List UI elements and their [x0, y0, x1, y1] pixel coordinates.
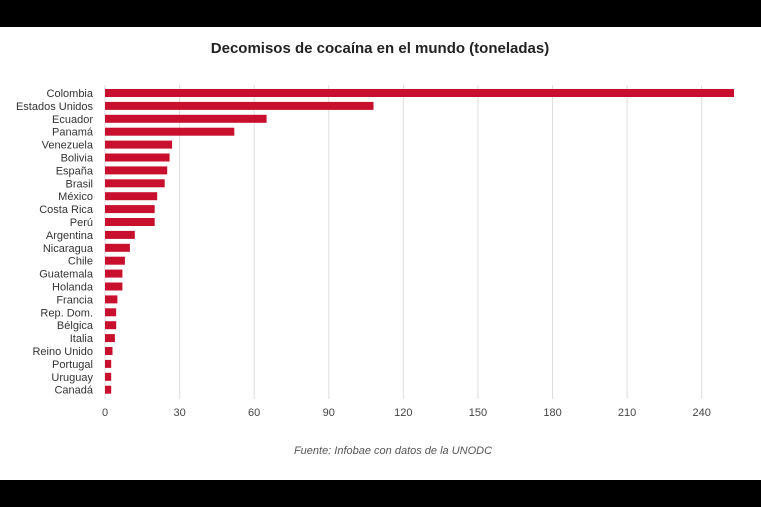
category-label: Perú [70, 217, 93, 229]
category-label: Canadá [54, 385, 93, 397]
chart-frame: Decomisos de cocaína en el mundo (tonela… [0, 27, 761, 480]
x-tick-label: 120 [394, 407, 412, 419]
category-label: Panamá [52, 127, 94, 139]
bar [105, 166, 168, 175]
x-tick-label: 90 [323, 407, 335, 419]
category-label: Chile [68, 256, 93, 268]
bar [105, 372, 112, 381]
category-label: Bolivia [61, 153, 94, 165]
bar-chart: Decomisos de cocaína en el mundo (tonela… [16, 40, 734, 457]
category-label: Nicaragua [43, 243, 94, 255]
category-label: Venezuela [42, 140, 94, 152]
x-tick-label: 180 [543, 407, 561, 419]
bar [105, 205, 155, 214]
category-label: Holanda [52, 282, 94, 294]
category-label: España [56, 165, 94, 177]
bar [105, 89, 734, 97]
category-label: Ecuador [52, 114, 93, 126]
x-axis-ticks: 0 30 60 90 120 150 180 210 240 [102, 407, 711, 419]
bar [105, 101, 374, 110]
bar [105, 321, 117, 330]
bar [105, 153, 170, 162]
bars [105, 89, 734, 394]
x-tick-label: 210 [618, 407, 636, 419]
category-label: Italia [70, 333, 94, 345]
chart-source: Fuente: Infobae con datos de la UNODC [294, 445, 492, 457]
category-label: Rep. Dom. [40, 307, 93, 319]
category-label: Argentina [46, 230, 94, 242]
bar [105, 230, 135, 239]
bar [105, 295, 118, 304]
grid-lines [104, 85, 703, 399]
chart-title: Decomisos de cocaína en el mundo (tonela… [211, 40, 549, 57]
category-label: Guatemala [39, 269, 94, 281]
x-tick-label: 150 [469, 407, 487, 419]
category-label: Estados Unidos [16, 101, 94, 113]
category-label: Brasil [65, 178, 93, 190]
x-tick-label: 30 [173, 407, 185, 419]
x-tick-label: 240 [693, 407, 711, 419]
bar [105, 218, 155, 226]
bar [105, 385, 112, 394]
bar [105, 308, 117, 317]
x-tick-label: 0 [102, 407, 108, 419]
category-label: Portugal [52, 359, 93, 371]
category-label: México [58, 191, 93, 203]
bar [105, 114, 267, 123]
bar [105, 243, 130, 252]
category-label: Francia [56, 294, 94, 306]
bar [105, 192, 158, 201]
bar [105, 359, 112, 368]
bar [105, 256, 125, 265]
category-label: Uruguay [51, 372, 93, 384]
x-tick-label: 60 [248, 407, 260, 419]
category-label: Bélgica [57, 320, 94, 332]
bar [105, 269, 123, 278]
bar [105, 282, 123, 291]
category-label: Colombia [47, 88, 94, 100]
category-label: Costa Rica [39, 204, 94, 216]
bar [105, 179, 165, 188]
category-label: Reino Unido [32, 346, 93, 358]
bar [105, 140, 173, 149]
bar [105, 334, 115, 343]
bar [105, 347, 113, 355]
bar [105, 127, 235, 136]
